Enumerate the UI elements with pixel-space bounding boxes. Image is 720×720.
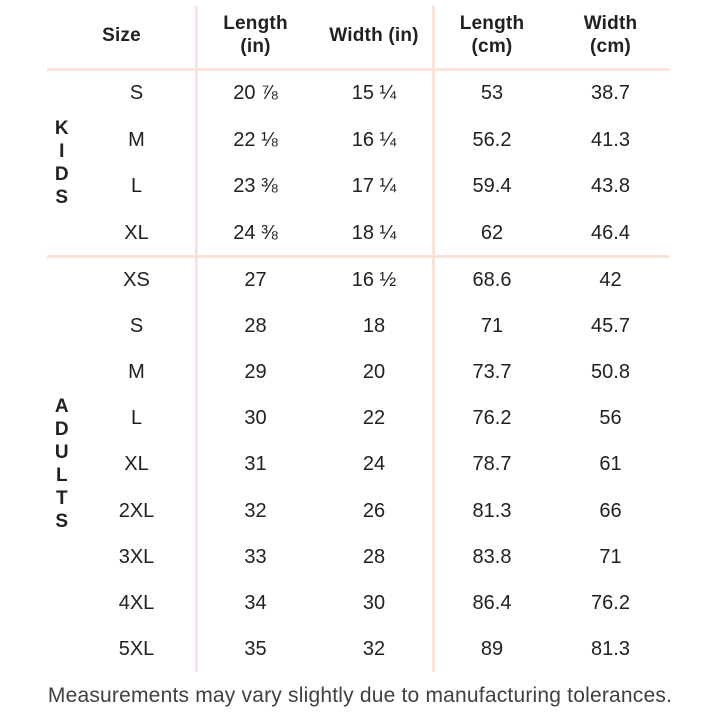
cell-length-cm: 62 [480,222,504,245]
cell-length-in: 27 [244,268,267,291]
cell-size: L [130,407,143,430]
cell-size: 5XL [118,638,155,661]
cell-size: 2XL [118,499,155,522]
header-size: Size [102,24,141,46]
cell-size: M [128,128,145,151]
cell-width-cm: 43.8 [591,175,630,198]
cell-length-in: 23 ⅜ [233,175,278,198]
header-length-in: Length (in) [223,13,288,57]
header-length-cm: Length (cm) [459,13,525,57]
cell-length-in: 22 ⅛ [233,128,278,151]
cell-length-cm: 89 [480,638,504,661]
cell-length-in: 29 [244,360,267,383]
header-width-cm: Width (cm) [583,13,638,57]
cell-length-in: 35 [244,638,267,661]
cell-length-in: 31 [244,453,267,476]
cell-size: S [129,314,144,337]
table-header-row: Size Length (in) Width (in) Length (cm) … [47,0,670,70]
cell-length-cm: 71 [480,314,504,337]
group-label-kids: K I D S [54,117,70,208]
cell-width-in: 22 [362,407,386,430]
cell-width-in: 16 ½ [351,268,397,291]
cell-width-cm: 46.4 [591,222,630,245]
cell-size: XS [123,268,150,291]
cell-width-in: 32 [362,638,386,661]
cell-size: XL [124,222,149,245]
footnote-text: Measurements may vary slightly due to ma… [47,684,673,707]
section-divider-line [47,255,669,258]
cell-size: S [129,81,144,104]
column-divider-line-1 [195,6,198,672]
cell-length-cm: 78.7 [472,453,512,476]
cell-width-cm: 38.7 [591,81,630,104]
adults-rows-section: XS 27 16 ½ 68.6 42 S 28 18 71 45.7 M 29 … [47,257,670,673]
cell-width-in: 17 ¼ [351,175,397,198]
cell-length-cm: 68.6 [472,268,512,291]
cell-width-cm: 76.2 [591,591,630,614]
cell-width-cm: 66 [599,499,622,522]
cell-size: 4XL [118,591,155,614]
cell-size: M [128,360,145,383]
cell-length-cm: 73.7 [472,360,512,383]
cell-width-in: 16 ¼ [351,128,397,151]
cell-width-cm: 45.7 [591,314,630,337]
cell-width-in: 26 [362,499,386,522]
cell-length-in: 30 [244,407,267,430]
cell-length-cm: 81.3 [472,499,512,522]
cell-length-cm: 56.2 [472,128,512,151]
cell-size: XL [124,453,149,476]
cell-width-cm: 42 [599,268,622,291]
cell-size: 3XL [118,545,155,568]
cell-width-cm: 56 [599,407,622,430]
cell-width-cm: 50.8 [591,360,630,383]
cell-width-in: 28 [362,545,386,568]
cell-width-cm: 71 [599,545,622,568]
kids-rows-section: S 20 ⅞ 15 ¼ 53 38.7 M 22 ⅛ 16 ¼ 56.2 41.… [47,70,670,257]
cell-length-cm: 53 [480,81,504,104]
cell-width-in: 18 ¼ [351,222,397,245]
cell-width-in: 15 ¼ [351,81,397,104]
cell-size: L [130,175,143,198]
column-divider-line-2 [432,6,435,672]
cell-length-in: 33 [244,545,267,568]
cell-length-in: 28 [244,314,267,337]
cell-length-in: 32 [244,499,267,522]
header-divider-line [47,68,669,71]
group-label-adults: A D U L T S [54,395,70,532]
cell-width-in: 18 [362,314,386,337]
cell-width-in: 30 [362,591,386,614]
cell-length-in: 34 [244,591,267,614]
cell-width-in: 24 [362,453,386,476]
cell-length-cm: 83.8 [472,545,512,568]
cell-length-cm: 86.4 [472,591,512,614]
cell-width-cm: 41.3 [591,128,630,151]
cell-length-cm: 59.4 [472,175,512,198]
cell-width-cm: 81.3 [591,638,630,661]
cell-width-in: 20 [362,360,386,383]
cell-width-cm: 61 [599,453,622,476]
cell-length-in: 24 ⅜ [233,222,278,245]
cell-length-in: 20 ⅞ [233,81,278,104]
header-width-in: Width (in) [329,24,419,46]
cell-length-cm: 76.2 [472,407,512,430]
